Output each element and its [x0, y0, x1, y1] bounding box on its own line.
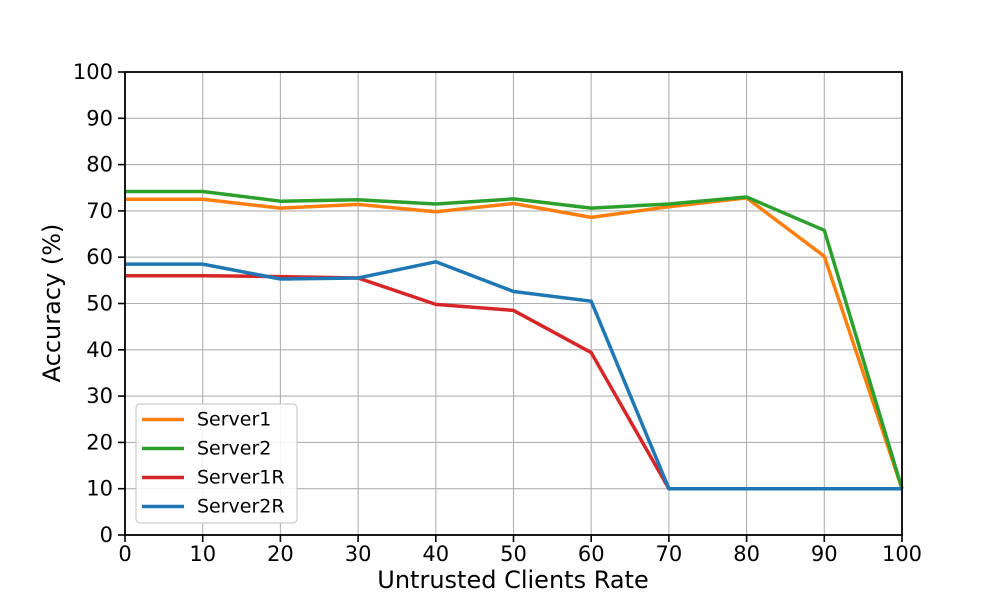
legend-label-server2: Server2 [197, 438, 271, 460]
x-tick-label: 50 [500, 542, 527, 566]
x-tick-label: 40 [422, 542, 449, 566]
x-tick-label: 60 [578, 542, 605, 566]
x-tick-label: 70 [656, 542, 683, 566]
x-tick-label: 10 [189, 542, 216, 566]
legend: Server1 Server2 Server1R Server2R [135, 403, 298, 524]
y-tick-label: 70 [86, 199, 113, 223]
legend-box [135, 403, 298, 524]
x-tick-label: 80 [733, 542, 760, 566]
y-tick-label: 40 [86, 338, 113, 362]
legend-label-server2r: Server2R [197, 496, 285, 518]
series-line-server1 [125, 196, 904, 490]
y-tick-label: 60 [86, 245, 113, 269]
y-tick-label: 10 [86, 477, 113, 501]
y-tick-label: 80 [86, 153, 113, 177]
y-axis-label: Accuracy (%) [38, 223, 66, 383]
y-tick-label: 100 [73, 60, 113, 84]
series-line-server2 [125, 189, 904, 490]
y-tick-label: 0 [100, 523, 113, 547]
x-tick-label: 30 [345, 542, 372, 566]
x-tick-label: 20 [267, 542, 294, 566]
legend-label-server1: Server1 [197, 409, 271, 431]
x-tick-label: 90 [811, 542, 838, 566]
y-tick-label: 20 [86, 430, 113, 454]
y-tick-label: 90 [86, 106, 113, 130]
y-tick-label: 30 [86, 384, 113, 408]
x-axis-label: Untrusted Clients Rate [377, 566, 649, 594]
series-line-server2r [125, 260, 902, 491]
x-tick-label: 100 [882, 542, 922, 566]
legend-label-server1r: Server1R [197, 467, 285, 489]
x-tick-label: 0 [118, 542, 131, 566]
y-tick-label: 50 [86, 292, 113, 316]
